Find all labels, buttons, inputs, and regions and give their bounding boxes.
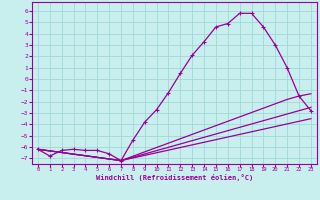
X-axis label: Windchill (Refroidissement éolien,°C): Windchill (Refroidissement éolien,°C) [96, 174, 253, 181]
